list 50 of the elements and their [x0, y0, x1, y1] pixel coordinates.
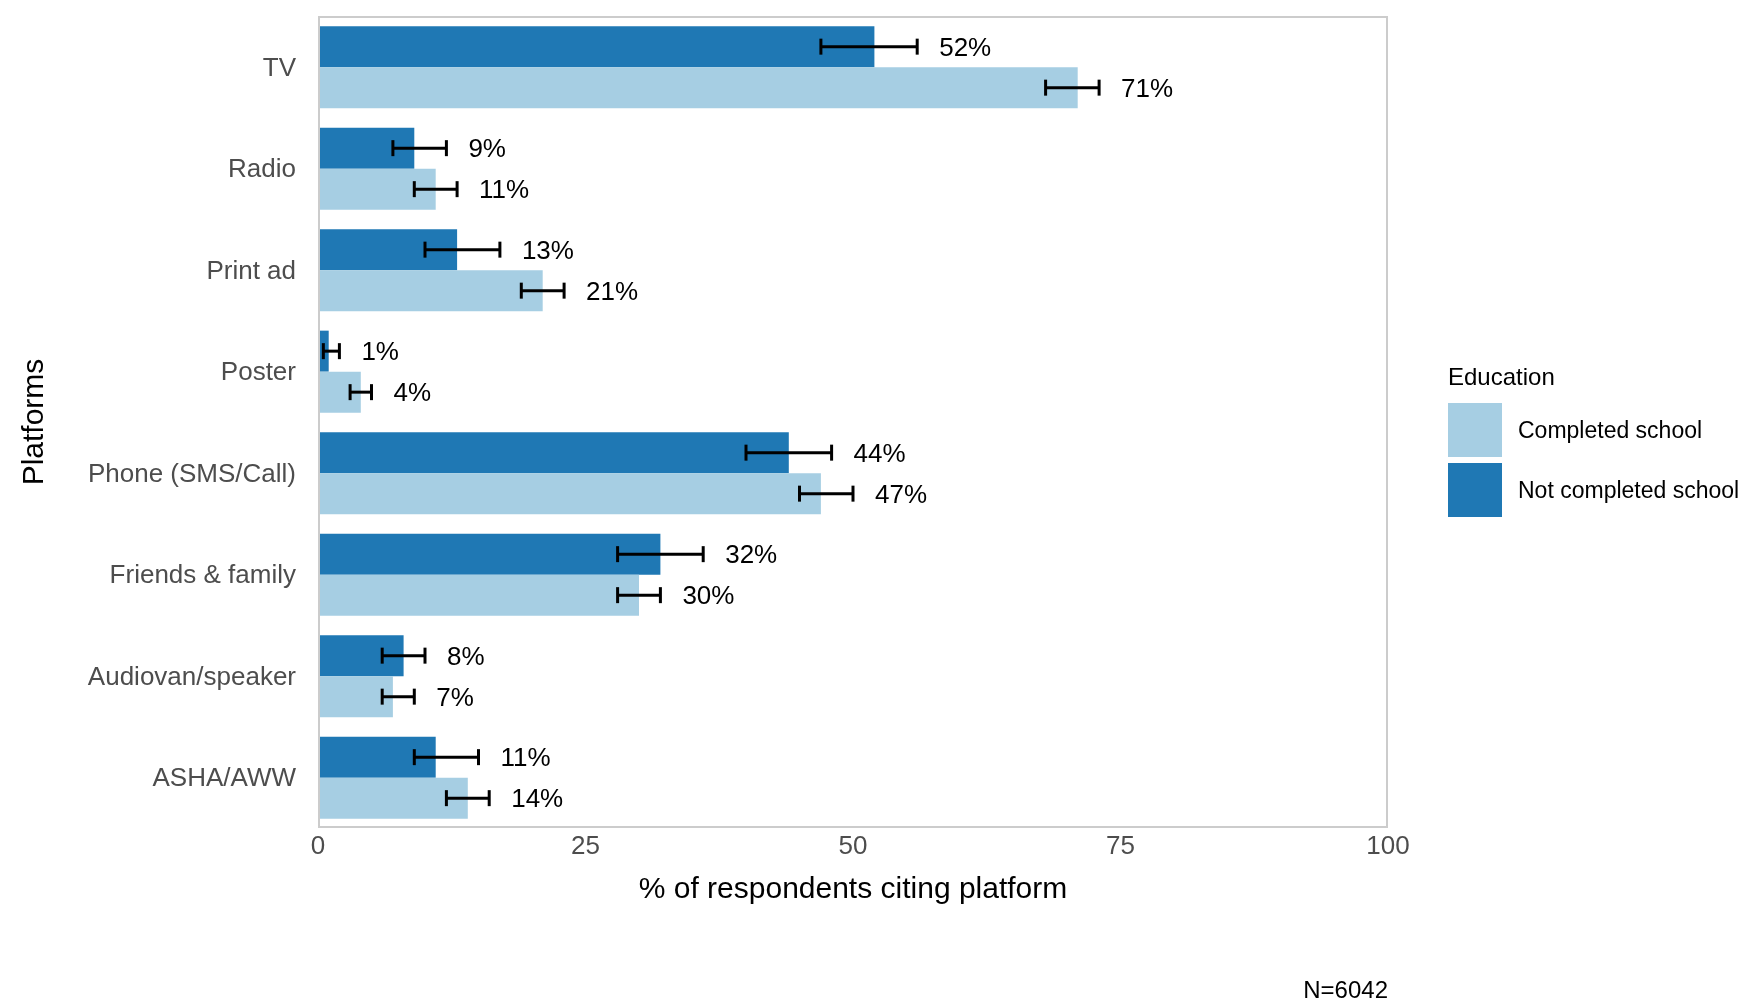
bar: [318, 432, 789, 474]
y-tick-label: Friends & family: [109, 559, 296, 590]
data-label: 9%: [468, 133, 506, 164]
bar: [318, 270, 543, 312]
bar: [318, 371, 361, 413]
data-label: 11%: [500, 742, 551, 773]
bar: [318, 574, 639, 616]
bar: [318, 736, 436, 778]
y-axis-title: Platforms: [16, 358, 50, 486]
x-tick-label: 0: [310, 830, 326, 861]
y-tick-label: Phone (SMS/Call): [87, 457, 296, 488]
data-label: 8%: [447, 640, 485, 671]
y-tick-label: Audiovan/speaker: [87, 660, 297, 691]
data-label: 21%: [586, 275, 639, 306]
bar: [318, 473, 821, 515]
x-axis-title: % of respondents citing platform: [638, 871, 1068, 904]
data-label: 7%: [436, 681, 474, 712]
x-tick-label: 25: [571, 830, 600, 861]
bar: [318, 127, 415, 169]
text: N=6042: [1303, 976, 1388, 1004]
data-label: 13%: [521, 234, 574, 265]
bar: [318, 533, 661, 575]
bar: [318, 676, 393, 718]
data-label: 47%: [875, 478, 928, 509]
y-tick-label: Poster: [220, 356, 297, 387]
bar: [318, 168, 436, 210]
y-tick-label: ASHA/AWW: [152, 762, 297, 793]
x-tick-label: 75: [1106, 830, 1135, 861]
legend-label: Not completed school: [1518, 476, 1740, 504]
data-label: 11%: [479, 174, 530, 205]
bar: [318, 635, 404, 677]
data-label: 4%: [393, 377, 432, 408]
data-label: 30%: [682, 580, 735, 611]
data-label: 44%: [853, 437, 906, 468]
bar: [318, 229, 458, 271]
y-tick-label: TV: [262, 51, 297, 82]
data-label: 52%: [939, 31, 992, 62]
data-label: 14%: [511, 783, 564, 814]
x-tick-label: 100: [1366, 830, 1410, 861]
bar: [318, 777, 468, 819]
data-label: 32%: [725, 539, 778, 570]
y-tick-label: Radio: [228, 153, 296, 184]
data-label: 1%: [361, 336, 399, 367]
bar: [318, 26, 875, 68]
legend-label: Completed school: [1518, 416, 1703, 444]
x-tick-label: 50: [838, 830, 868, 861]
bar: [318, 67, 1078, 109]
data-label: 71%: [1121, 72, 1174, 103]
legend-title: Education: [1448, 363, 1556, 391]
y-tick-label: Print ad: [206, 254, 296, 285]
